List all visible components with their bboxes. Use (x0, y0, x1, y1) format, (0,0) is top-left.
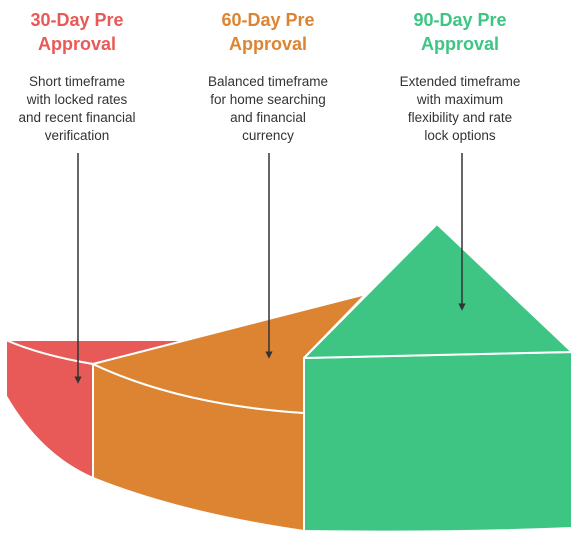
segment-90-day (303, 223, 573, 533)
segment-60-day (92, 293, 367, 532)
title-30-day: 30-Day Pre Approval (30, 10, 124, 54)
title-60-day: 60-Day Pre Approval (221, 10, 315, 54)
segment-30-day (5, 339, 191, 479)
column-90-day: 90-Day Pre Approval Extended timeframe w… (375, 8, 545, 145)
description-90-day: Extended timeframe with maximum flexibil… (399, 74, 521, 143)
description-30-day: Short timeframe with locked rates and re… (18, 74, 136, 143)
column-30-day: 30-Day Pre Approval Short timeframe with… (0, 8, 162, 145)
segment-90-day-top (303, 223, 573, 359)
column-60-day: 60-Day Pre Approval Balanced timeframe f… (183, 8, 353, 145)
description-60-day: Balanced timeframe for home searching an… (207, 74, 329, 143)
segment-90-day-side (303, 351, 573, 533)
title-90-day: 90-Day Pre Approval (413, 10, 507, 54)
